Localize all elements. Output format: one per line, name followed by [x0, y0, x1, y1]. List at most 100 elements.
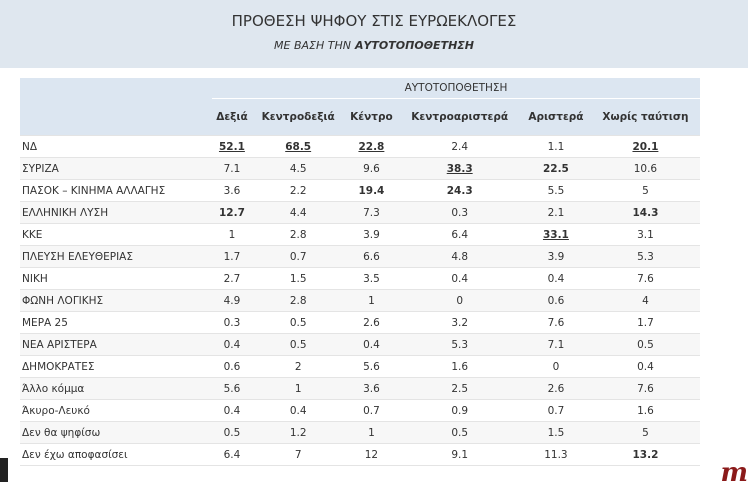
row-label: ΦΩΝΗ ΛΟΓΙΚΗΣ: [20, 289, 212, 312]
cell: 2.5: [398, 377, 521, 400]
cell: 1.5: [520, 421, 591, 444]
cell-value: 14.3: [632, 206, 659, 219]
cell: 0.4: [251, 399, 345, 422]
cell: 5.3: [590, 245, 700, 268]
cell: 7.1: [520, 333, 591, 356]
row: ΠΑΣΟΚ – ΚΙΝΗΜΑ ΑΛΛΑΓΗΣ 3.6 2.2 19.4 24.3 5.5 5: [20, 179, 700, 202]
subtitle-text: ΜΕ ΒΑΣΗ ΤΗΝ: [274, 39, 351, 52]
row: Δεν θα ψηφίσω 0.5 1.2 1 0.5 1.5 5: [20, 421, 700, 444]
cell: 2.6: [344, 311, 399, 334]
row: ΚΚΕ 1 2.8 3.9 6.4 33.1 3.1: [20, 223, 700, 246]
cell: 2.6: [520, 377, 591, 400]
row-label: ΝΙΚΗ: [20, 267, 212, 290]
cell-value: 24.3: [446, 184, 473, 197]
cell: 0.5: [251, 333, 345, 356]
cell: 4: [590, 289, 700, 312]
cell: 0: [398, 289, 521, 312]
row-label: ΔΗΜΟΚΡΑΤΕΣ: [20, 355, 212, 378]
cell: 2.1: [520, 201, 591, 224]
cell: 1: [344, 421, 399, 444]
cell: 0.7: [520, 399, 591, 422]
cell: 1: [212, 223, 252, 246]
cell-value: 19.4: [358, 184, 385, 197]
cell: 0.4: [520, 267, 591, 290]
cell: 2.8: [251, 223, 345, 246]
cell: 19.4: [344, 179, 399, 202]
cell: 0.3: [212, 311, 252, 334]
row: ΝΔ 52.1 68.5 22.8 2.4 1.1 20.1: [20, 135, 700, 158]
cell: 7.6: [590, 377, 700, 400]
cell: 10.6: [590, 157, 700, 180]
cell: 1.2: [251, 421, 345, 444]
cell: 12.7: [212, 201, 252, 224]
cell: 6.6: [344, 245, 399, 268]
cell: 7.1: [212, 157, 252, 180]
cell: 22.8: [344, 135, 399, 158]
cell: 6.4: [398, 223, 521, 246]
cell: 0.3: [398, 201, 521, 224]
cell: 0.5: [212, 421, 252, 444]
row: Δεν έχω αποφασίσει 6.4 7 12 9.1 11.3 13.2: [20, 443, 700, 466]
cell: 68.5: [251, 135, 345, 158]
row: Άλλο κόμμα 5.6 1 3.6 2.5 2.6 7.6: [20, 377, 700, 400]
cell: 9.6: [344, 157, 399, 180]
row: ΔΗΜΟΚΡΑΤΕΣ 0.6 2 5.6 1.6 0 0.4: [20, 355, 700, 378]
row-label: Άκυρο-Λευκό: [20, 399, 212, 422]
column-header: Κεντροαριστερά: [398, 98, 521, 136]
cell: 5.6: [212, 377, 252, 400]
cell: 0.4: [590, 355, 700, 378]
cell: 22.5: [520, 157, 591, 180]
cell: 24.3: [398, 179, 521, 202]
cell: 13.2: [590, 443, 700, 466]
cell: 1.6: [590, 399, 700, 422]
corner: [20, 78, 212, 136]
row-label: ΠΛΕΥΣΗ ΕΛΕΥΘΕΡΙΑΣ: [20, 245, 212, 268]
row-label: ΝΕΑ ΑΡΙΣΤΕΡΑ: [20, 333, 212, 356]
row-label: ΕΛΛΗΝΙΚΗ ΛΥΣΗ: [20, 201, 212, 224]
cell-value: 20.1: [632, 140, 659, 153]
icon: [0, 458, 8, 482]
column-header: Κεντροδεξιά: [251, 98, 345, 136]
cell: 0.4: [212, 399, 252, 422]
cell: 9.1: [398, 443, 521, 466]
cell: 3.1: [590, 223, 700, 246]
cell: 0.9: [398, 399, 521, 422]
cell: 7: [251, 443, 345, 466]
row: ΜΕΡΑ 25 0.3 0.5 2.6 3.2 7.6 1.7: [20, 311, 700, 334]
group-header: ΑΥΤΟΤΟΠΟΘΕΤΗΣΗ: [212, 78, 700, 99]
cell: 52.1: [212, 135, 252, 158]
cell: 5: [590, 179, 700, 202]
cell: 33.1: [520, 223, 591, 246]
row-label: ΚΚΕ: [20, 223, 212, 246]
cell: 2.8: [251, 289, 345, 312]
cell: 1: [251, 377, 345, 400]
cell: 0: [520, 355, 591, 378]
cell: 0.4: [398, 267, 521, 290]
cell: 0.6: [520, 289, 591, 312]
subtitle: ΜΕ ΒΑΣΗ ΤΗΝ ΑΥΤΟΤΟΠΟΘΕΤΗΣΗ: [0, 39, 748, 52]
row: ΦΩΝΗ ΛΟΓΙΚΗΣ 4.9 2.8 1 0 0.6 4: [20, 289, 700, 312]
cell: 1.7: [590, 311, 700, 334]
column-header: Χωρίς ταύτιση: [590, 98, 700, 136]
column-header: Δεξιά: [212, 98, 252, 136]
cell: 0.6: [212, 355, 252, 378]
cell: 3.2: [398, 311, 521, 334]
cell-value: 13.2: [632, 448, 659, 461]
cell: 4.5: [251, 157, 345, 180]
results-table: ΑΥΤΟΤΟΠΟΘΕΤΗΣΗ Δεξιά Κεντροδεξιά Κέντρο Κεν…: [20, 78, 700, 466]
cell: 11.3: [520, 443, 591, 466]
cell-value: 38.3: [446, 162, 473, 175]
row: ΣΥΡΙΖΑ 7.1 4.5 9.6 38.3 22.5 10.6: [20, 157, 700, 180]
cell: 38.3: [398, 157, 521, 180]
cell: 2: [251, 355, 345, 378]
cell: 3.9: [344, 223, 399, 246]
row-label: Δεν θα ψηφίσω: [20, 421, 212, 444]
cell: 1: [344, 289, 399, 312]
cell: 12: [344, 443, 399, 466]
column-header: Κέντρο: [344, 98, 399, 136]
cell: 1.6: [398, 355, 521, 378]
row: ΠΛΕΥΣΗ ΕΛΕΥΘΕΡΙΑΣ 1.7 0.7 6.6 4.8 3.9 5.3: [20, 245, 700, 268]
cell: 4.8: [398, 245, 521, 268]
cell-value: 52.1: [218, 140, 245, 153]
